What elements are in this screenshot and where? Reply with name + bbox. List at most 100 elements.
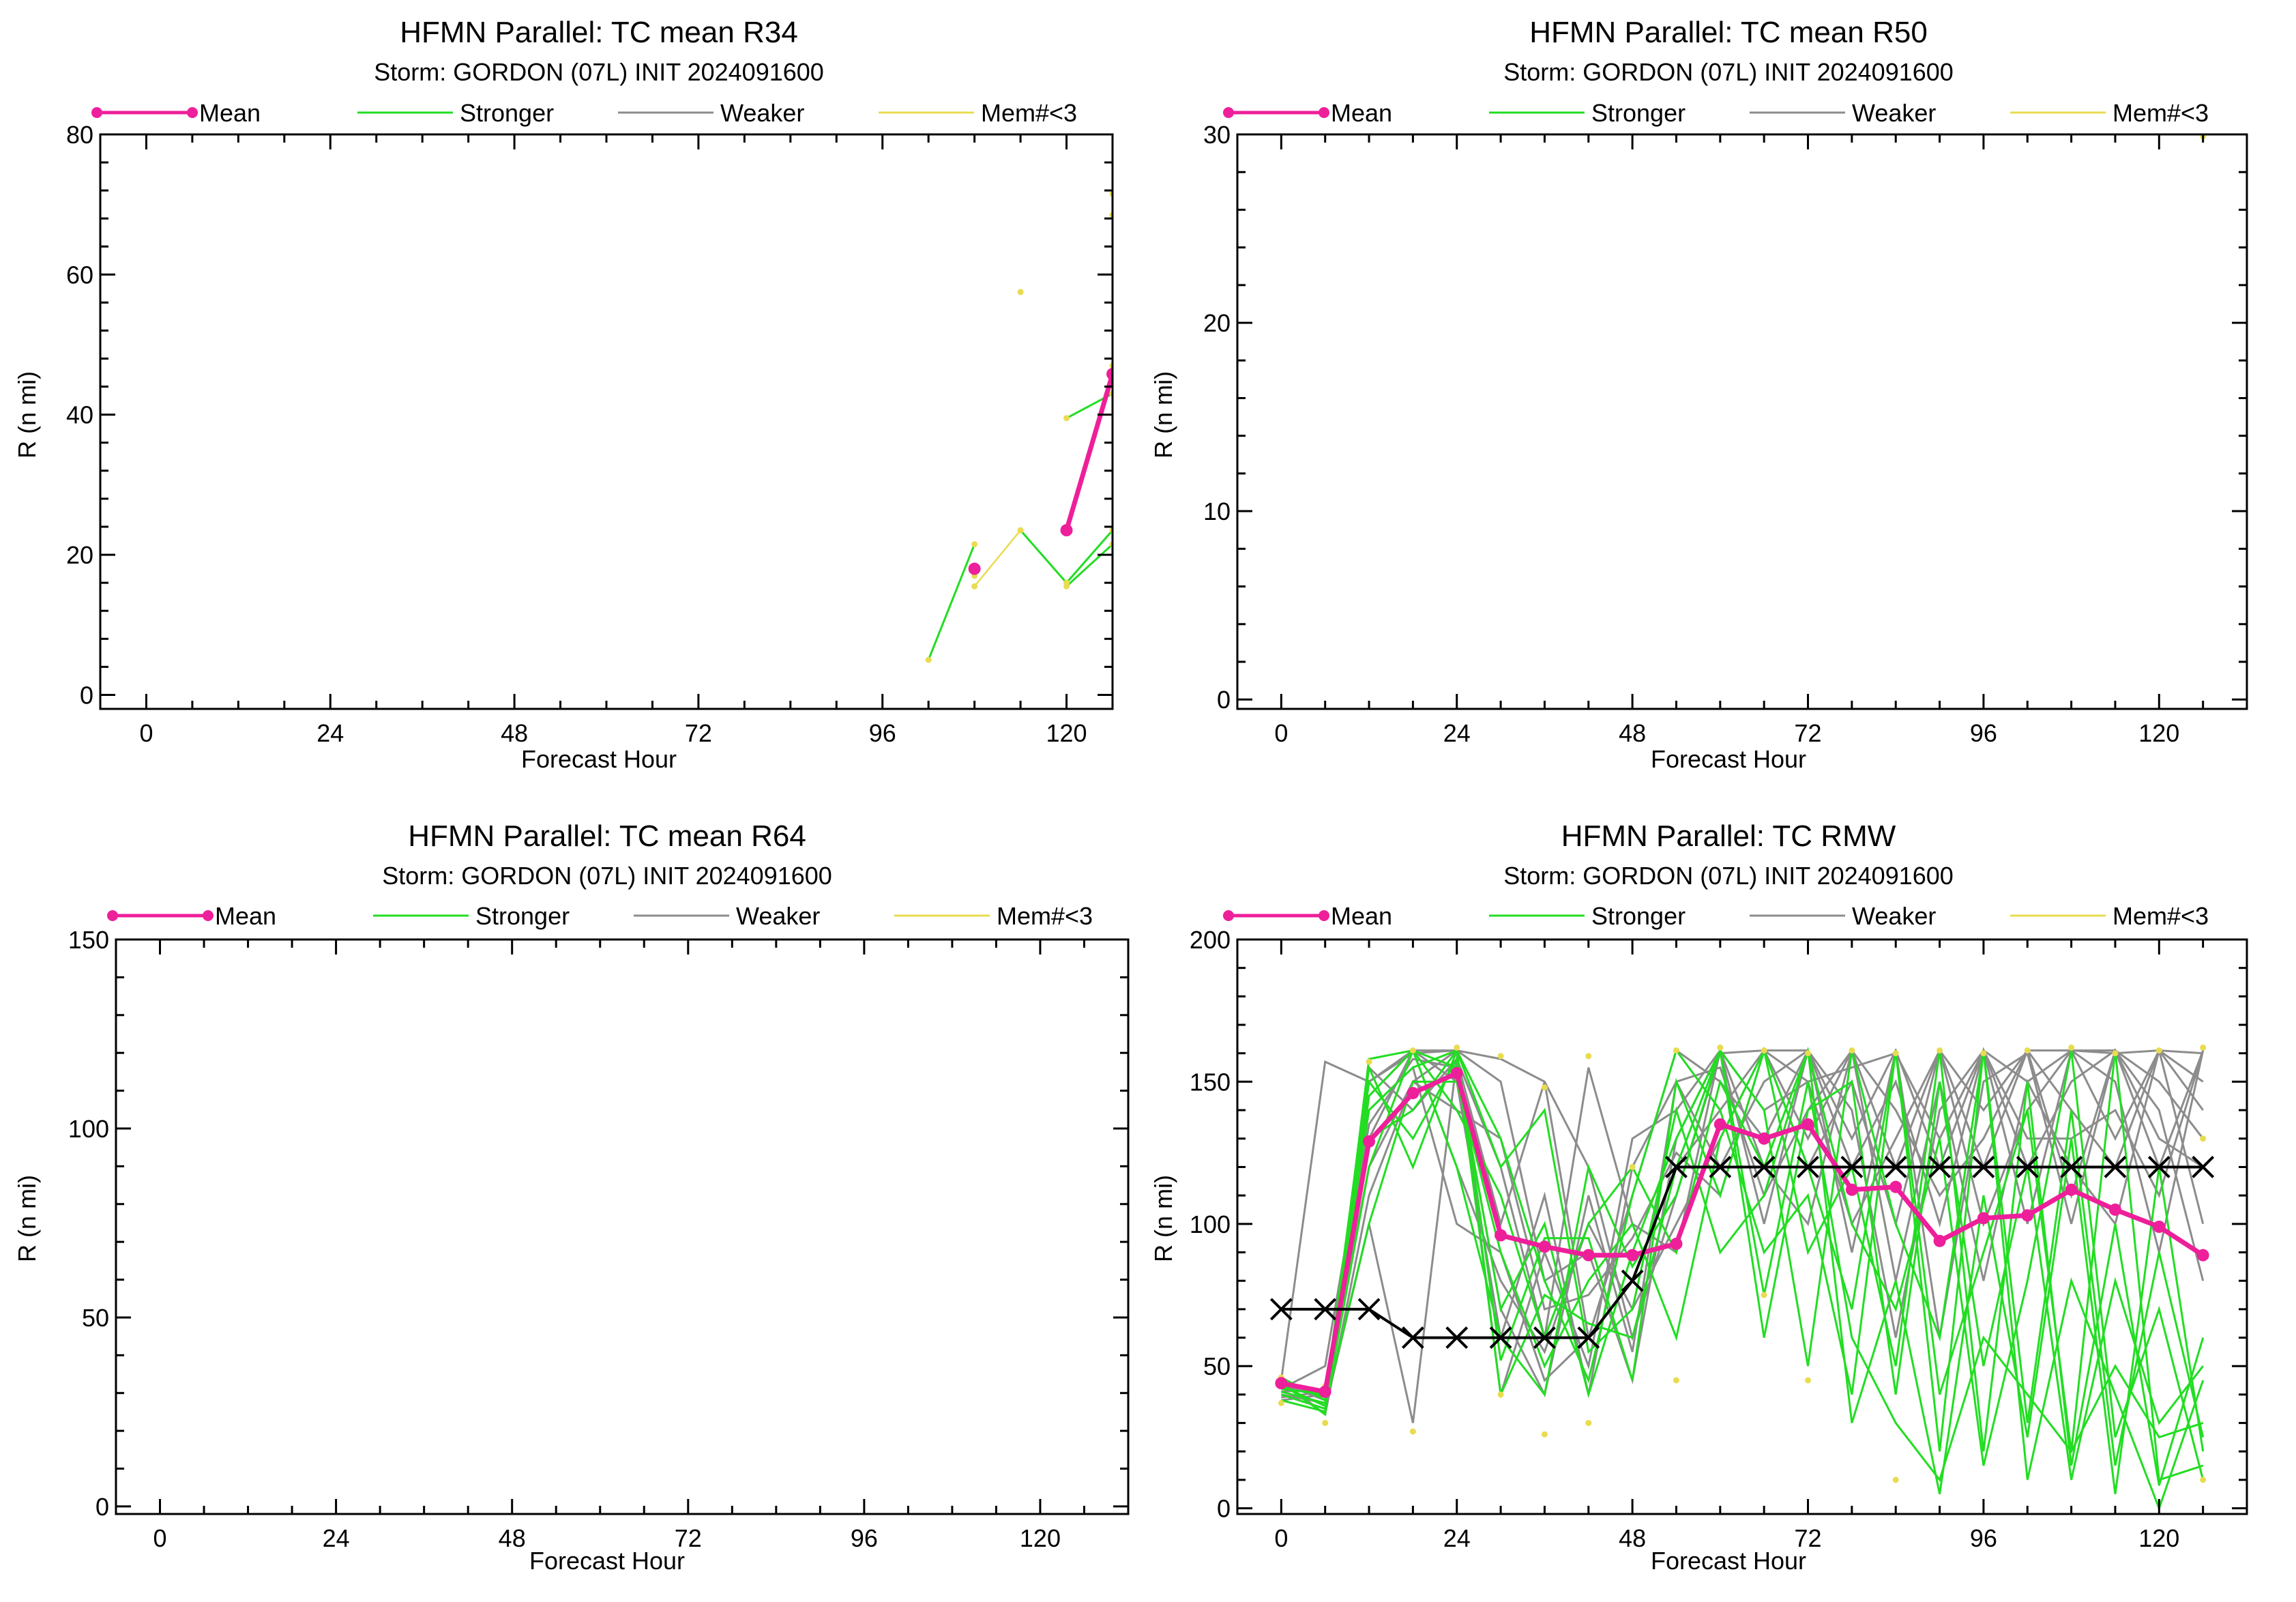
member-line-stronger	[1065, 543, 1113, 587]
member-dot	[1017, 289, 1024, 295]
legend-marker-mean	[1319, 107, 1329, 118]
consensus-x-marker	[1445, 1326, 1469, 1349]
member-dot	[2068, 1044, 2075, 1051]
member-dot	[1673, 1047, 1679, 1054]
legend-label: Mean	[199, 99, 261, 127]
member-line-stronger	[1280, 1046, 2205, 1481]
plot-area	[1269, 1044, 2215, 1512]
member-dot	[1409, 1047, 1416, 1054]
mean-point	[1713, 1118, 1726, 1131]
x-tick-label: 0	[153, 1524, 167, 1552]
chart-subtitle: Storm: GORDON (07L) INIT 2024091600	[1503, 862, 1954, 890]
member-line-stronger	[1280, 1048, 2205, 1512]
legend-marker-mean	[1223, 107, 1234, 118]
x-tick-label: 120	[1046, 719, 1087, 747]
legend-marker-mean	[107, 910, 118, 921]
member-dot	[1980, 1050, 1987, 1057]
plot-frame	[1236, 938, 2248, 1515]
x-tick-label: 24	[317, 719, 344, 747]
y-tick-label: 0	[1217, 686, 1231, 714]
legend: Mean Stronger Weaker Mem#<3	[1223, 902, 2209, 930]
member-dot	[1497, 1053, 1504, 1060]
y-tick-label: 0	[80, 681, 93, 709]
y-tick-label: 150	[68, 926, 109, 954]
mean-point	[1495, 1229, 1507, 1242]
legend: Mean Stronger Weaker Mem#<3	[1223, 99, 2209, 127]
mean-point	[1538, 1240, 1551, 1253]
consensus-x-marker	[2147, 1156, 2170, 1178]
plot-frame	[1236, 133, 2248, 710]
mean-point	[2108, 1203, 2121, 1216]
x-axis-label: Forecast Hour	[1651, 745, 1806, 773]
member-dot	[2024, 1047, 2031, 1054]
legend-label: Mem#<3	[997, 902, 1093, 930]
mean-point	[1450, 1066, 1463, 1079]
mean-point	[1363, 1135, 1376, 1148]
member-dot	[1541, 1431, 1548, 1438]
mean-point	[2021, 1209, 2034, 1222]
x-tick-label: 24	[323, 1524, 350, 1552]
x-tick-label: 120	[2138, 719, 2179, 747]
x-tick-label: 96	[851, 1524, 878, 1552]
legend-label: Weaker	[720, 99, 804, 127]
x-tick-label: 72	[1794, 1524, 1821, 1552]
mean-point	[2196, 1249, 2209, 1262]
panel-rmw: HFMN Parallel: TC RMW Storm: GORDON (07L…	[1149, 819, 2248, 1575]
consensus-x-marker	[1489, 1326, 1512, 1349]
y-tick-label: 100	[1190, 1210, 1231, 1238]
consensus-x-marker	[2060, 1156, 2083, 1178]
legend-label: Mem#<3	[2113, 902, 2209, 930]
member-line-weaker	[1280, 1049, 2203, 1381]
x-axis-label: Forecast Hour	[521, 745, 677, 773]
member-dot	[1541, 1084, 1548, 1091]
mean-point	[1670, 1238, 1683, 1251]
x-axis-label: Forecast Hour	[1651, 1547, 1806, 1575]
member-dot	[1409, 1428, 1416, 1435]
legend-label: Stronger	[460, 99, 554, 127]
x-tick-label: 24	[1443, 719, 1471, 747]
member-line-stronger	[1280, 1047, 2205, 1466]
mean-point	[1801, 1118, 1814, 1131]
chart-title: HFMN Parallel: TC RMW	[1561, 819, 1896, 853]
member-dot	[925, 656, 932, 663]
member-dot	[1585, 1420, 1592, 1427]
plot-frame	[99, 133, 1114, 710]
consensus-x-marker	[1884, 1156, 1907, 1178]
member-dot	[1497, 1391, 1504, 1398]
legend-marker-mean	[1319, 910, 1329, 921]
member-dot	[1805, 1050, 1812, 1057]
chart-title: HFMN Parallel: TC mean R50	[1529, 16, 1928, 49]
mean-point	[1758, 1132, 1771, 1145]
member-line-stronger	[927, 544, 975, 660]
consensus-x-marker	[1357, 1298, 1381, 1321]
y-tick-label: 20	[1203, 309, 1231, 337]
member-dot	[1017, 527, 1024, 534]
y-tick-label: 20	[66, 541, 93, 569]
legend-marker-mean	[1223, 910, 1234, 921]
mean-line	[1064, 373, 1113, 531]
consensus-x-marker	[1709, 1156, 1732, 1178]
member-dot	[1892, 1050, 1899, 1057]
member-dot	[2200, 1044, 2207, 1051]
x-tick-label: 96	[1970, 719, 1997, 747]
mean-point	[2153, 1221, 2166, 1233]
consensus-x-marker	[1533, 1326, 1556, 1349]
legend: Mean Stronger Weaker Mem#<3	[107, 902, 1093, 930]
consensus-x-marker	[2192, 1156, 2215, 1178]
chart-subtitle: Storm: GORDON (07L) INIT 2024091600	[374, 58, 824, 86]
member-dot	[1849, 1047, 1855, 1054]
y-tick-label: 40	[66, 401, 93, 429]
member-dot	[1454, 1044, 1460, 1051]
member-dot	[1805, 1377, 1812, 1384]
consensus-x-marker	[2104, 1156, 2127, 1178]
legend-label: Mem#<3	[981, 99, 1077, 127]
legend-label: Mean	[1331, 99, 1392, 127]
y-tick-label: 50	[1203, 1352, 1231, 1380]
member-line-weaker	[1280, 1048, 2205, 1416]
x-tick-label: 96	[1970, 1524, 1997, 1552]
y-tick-label: 80	[66, 121, 93, 149]
member-dot	[971, 583, 978, 589]
member-dot	[1717, 1044, 1724, 1051]
legend-label: Weaker	[736, 902, 820, 930]
